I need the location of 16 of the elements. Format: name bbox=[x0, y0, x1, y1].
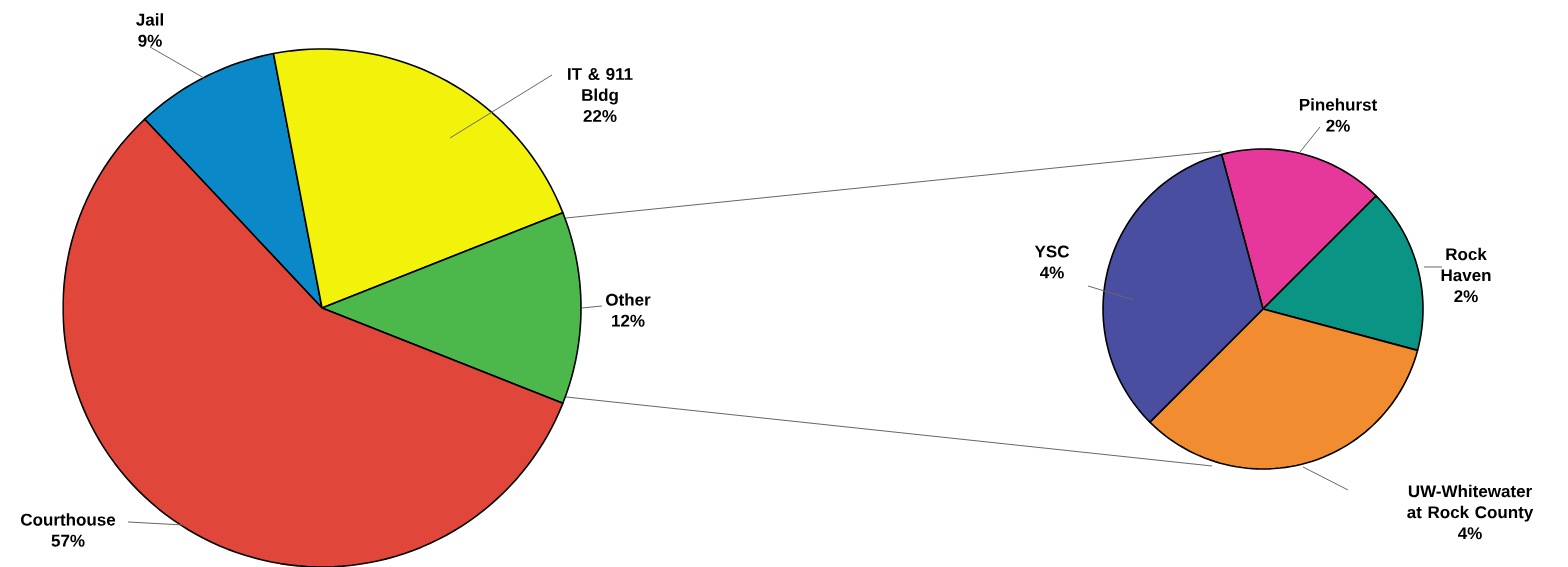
data-label: 12% bbox=[612, 314, 645, 327]
data-label: 9% bbox=[138, 34, 162, 47]
data-label: 2% bbox=[1326, 119, 1350, 132]
data-label: 2% bbox=[1454, 290, 1478, 303]
slice-label: Other bbox=[606, 293, 651, 306]
slice-label: Pinehurst bbox=[1299, 98, 1378, 111]
slice-label: IT & 911 Bldg bbox=[568, 68, 633, 105]
slice-label: YSC bbox=[1034, 245, 1070, 258]
slice-label: Courthouse bbox=[21, 513, 116, 526]
slice-label: Rock Haven bbox=[1441, 247, 1491, 282]
data-label: 22% bbox=[583, 110, 617, 122]
slice-label: Jail bbox=[136, 13, 163, 26]
slice-label: UW-Whitewater at Rock County bbox=[1407, 484, 1534, 522]
data-label: 4% bbox=[1039, 266, 1064, 279]
data-label: 4% bbox=[1457, 527, 1482, 540]
data-label: 57% bbox=[51, 534, 85, 547]
